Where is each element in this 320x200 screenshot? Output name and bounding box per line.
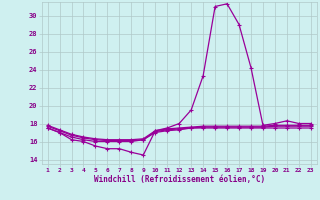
X-axis label: Windchill (Refroidissement éolien,°C): Windchill (Refroidissement éolien,°C) <box>94 175 265 184</box>
